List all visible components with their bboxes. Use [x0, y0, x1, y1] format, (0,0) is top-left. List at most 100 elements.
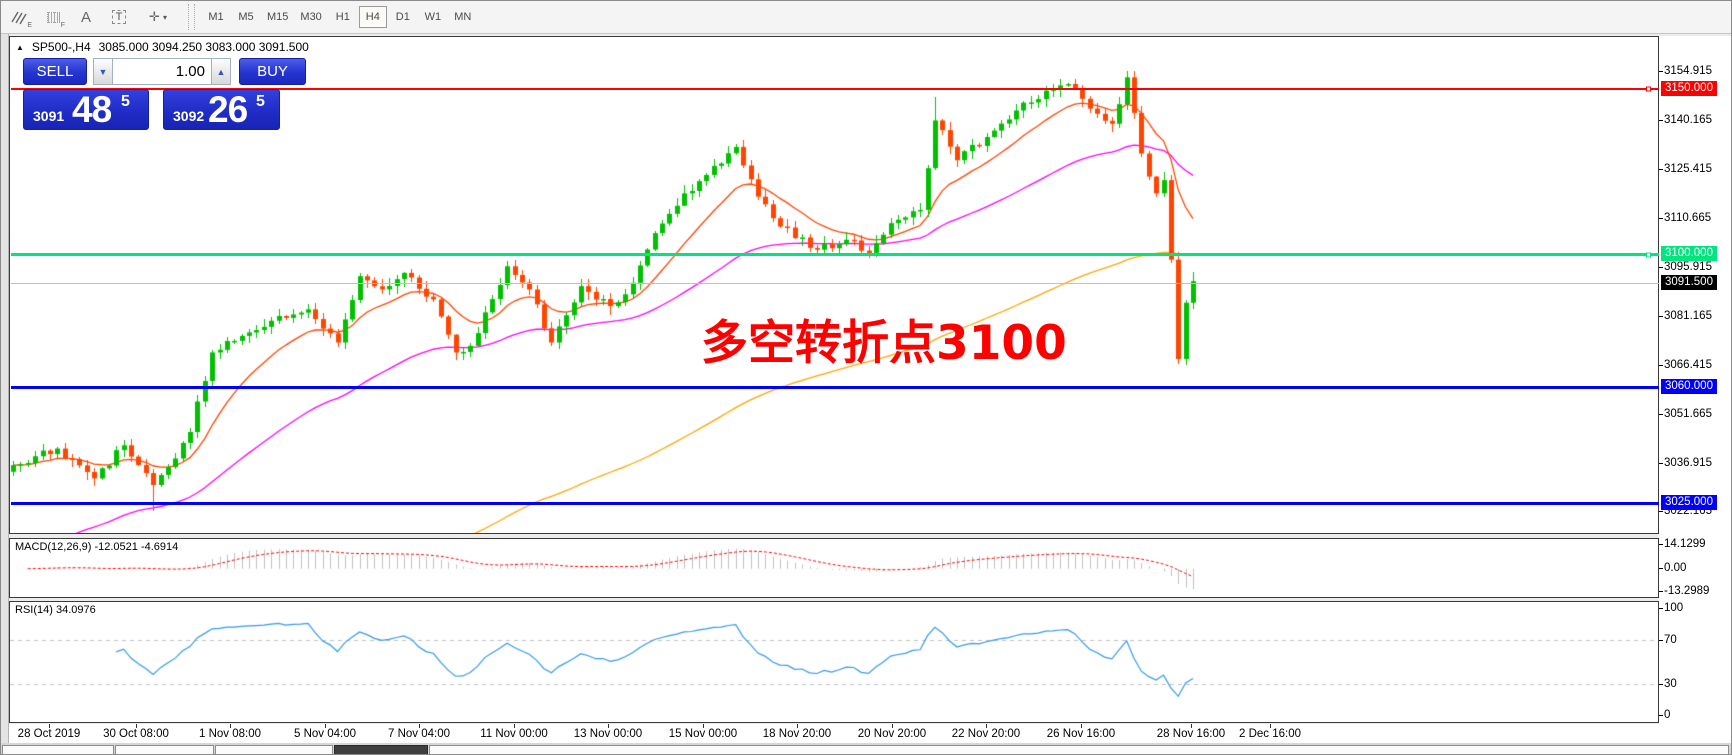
- axis-tick-label: 3125.415: [1664, 163, 1712, 175]
- time-tick-mark: [514, 724, 515, 728]
- rsi-canvas: [10, 602, 1658, 722]
- time-tick-label: 15 Nov 00:00: [668, 728, 738, 740]
- time-tick-mark: [892, 724, 893, 728]
- time-tick-label: 18 Nov 20:00: [762, 728, 832, 740]
- axis-tick-label: 3036.915: [1664, 457, 1712, 469]
- rsi-indicator-panel: RSI(14) 34.0976: [9, 601, 1659, 723]
- sell-price-sup: 5: [121, 93, 130, 110]
- sell-price-box[interactable]: 3091 48 5: [23, 89, 149, 130]
- support1-price-badge: 3060.000: [1661, 379, 1717, 394]
- price-axis: 3154.915 3140.165 3125.415 3110.665 3095.915…: [1659, 36, 1731, 724]
- left-window-edge: [1, 34, 9, 754]
- chart-annotation-text[interactable]: 多空转折点3100: [701, 316, 1067, 371]
- axis-tick-label: 3081.165: [1664, 310, 1712, 322]
- chart-symbol-period: SP500-,H4: [31, 40, 91, 54]
- axis-tick-mark: [1659, 71, 1663, 72]
- axis-tick-mark: [1659, 365, 1663, 366]
- axis-tick-mark: [1659, 608, 1663, 609]
- bid-price-line: [11, 283, 1659, 284]
- timeframe-button-w1[interactable]: W1: [424, 11, 442, 23]
- hline-3150[interactable]: [11, 86, 1659, 92]
- hline-3060[interactable]: [11, 386, 1659, 389]
- line-handle[interactable]: [1646, 86, 1651, 92]
- volume-increase-button[interactable]: ▲: [211, 58, 231, 85]
- time-tick-label: 5 Nov 04:00: [293, 728, 357, 740]
- axis-tick-mark: [1659, 591, 1663, 592]
- time-tick-label: 1 Nov 08:00: [198, 728, 262, 740]
- axis-tick-mark: [1659, 267, 1663, 268]
- axis-tick-mark: [1659, 511, 1663, 512]
- chart-tab[interactable]: [2, 745, 114, 754]
- toolbar-separator: [188, 4, 195, 30]
- time-tick-label: 20 Nov 20:00: [857, 728, 927, 740]
- chart-tab-active[interactable]: [334, 745, 428, 754]
- time-tick-mark: [1081, 724, 1082, 728]
- chart-tab-bar: [1, 743, 1731, 754]
- time-tick-mark: [419, 724, 420, 728]
- resistance-price-badge: 3150.000: [1661, 81, 1717, 96]
- macd-indicator-panel: MACD(12,26,9) -12.0521 -4.6914: [9, 538, 1659, 598]
- time-axis: 28 Oct 2019 30 Oct 08:00 1 Nov 08:00 5 Nov …: [9, 724, 1731, 743]
- toolbar: E F A T ✛ ▾ M1 M5 M15 M30 H1 H4 D1 W1 MN: [1, 1, 1731, 34]
- axis-tick-mark: [1659, 568, 1663, 569]
- time-tick-label: 30 Oct 08:00: [103, 728, 169, 740]
- hline-3100[interactable]: [11, 252, 1659, 257]
- text-icon[interactable]: A: [80, 8, 91, 26]
- axis-tick-label: 0: [1664, 709, 1671, 721]
- timeframe-button-mn[interactable]: MN: [454, 11, 472, 23]
- axis-tick-mark: [1659, 316, 1663, 317]
- time-tick-mark: [325, 724, 326, 728]
- cursor-arrange-icon[interactable]: ✛ ▾: [149, 9, 167, 24]
- timeframe-button-h1[interactable]: H1: [335, 11, 350, 23]
- time-tick-mark: [230, 724, 231, 728]
- line-handle[interactable]: [1646, 252, 1651, 257]
- timeframe-button-m5[interactable]: M5: [238, 11, 254, 23]
- timeframe-button-d1[interactable]: D1: [395, 11, 410, 23]
- axis-tick-label: 0.00: [1664, 562, 1687, 574]
- timeframe-button-group: M1 M5 M15 M30 H1 H4 D1 W1 MN: [201, 6, 478, 28]
- support2-price-badge: 3025.000: [1661, 495, 1717, 510]
- timeframe-button-h4[interactable]: H4: [358, 6, 387, 28]
- time-tick-label: 28 Nov 16:00: [1156, 728, 1226, 740]
- chart-tab[interactable]: [215, 745, 333, 754]
- trade-buttons-row: SELL ▼ ▲ BUY: [23, 58, 306, 85]
- time-tick-label: 22 Nov 20:00: [951, 728, 1021, 740]
- buy-price-box[interactable]: 3092 26 5: [163, 89, 280, 130]
- sell-price-small: 3091: [33, 108, 65, 124]
- timeframe-button-m30[interactable]: M30: [300, 11, 322, 23]
- axis-tick-mark: [1659, 640, 1663, 641]
- macd-canvas: [10, 539, 1658, 597]
- volume-decrease-button[interactable]: ▼: [93, 58, 113, 85]
- fractals-grid-icon[interactable]: F: [39, 5, 67, 29]
- timeframe-button-m15[interactable]: M15: [267, 11, 289, 23]
- timeframe-button-m1[interactable]: M1: [208, 11, 224, 23]
- time-tick-label: 2 Dec 16:00: [1238, 728, 1302, 740]
- time-tick-label: 11 Nov 00:00: [480, 728, 548, 740]
- axis-tick-mark: [1659, 544, 1663, 545]
- axis-tick-label: 14.1299: [1664, 538, 1706, 550]
- axis-tick-label: 3140.165: [1664, 114, 1712, 126]
- buy-price-big: 26: [208, 89, 248, 130]
- sell-button[interactable]: SELL: [23, 58, 87, 85]
- time-tick-label: 28 Oct 2019: [17, 728, 81, 740]
- axis-tick-label: 3110.665: [1664, 212, 1712, 224]
- axis-tick-mark: [1659, 463, 1663, 464]
- hline-3025[interactable]: [11, 502, 1659, 505]
- chart-tab[interactable]: [115, 745, 214, 754]
- volume-stepper: ▼ ▲: [93, 58, 231, 85]
- expert-chart-icon[interactable]: E: [6, 5, 34, 29]
- buy-button[interactable]: BUY: [239, 58, 306, 85]
- collapse-arrow-icon[interactable]: ▲: [16, 42, 24, 52]
- rsi-label: RSI(14) 34.0976: [15, 604, 96, 616]
- expert-chart-glyph: [11, 11, 27, 25]
- axis-tick-mark: [1659, 715, 1663, 716]
- text-label-icon[interactable]: T: [105, 5, 133, 29]
- time-tick-mark: [136, 724, 137, 728]
- time-tick-mark: [49, 724, 50, 728]
- pivot-price-badge: 3100.000: [1661, 246, 1717, 261]
- axis-tick-mark: [1659, 414, 1663, 415]
- time-tick-mark: [1270, 724, 1271, 728]
- chart-tab[interactable]: [429, 745, 1729, 754]
- volume-input[interactable]: [113, 58, 211, 85]
- axis-tick-label: -13.2989: [1664, 585, 1710, 597]
